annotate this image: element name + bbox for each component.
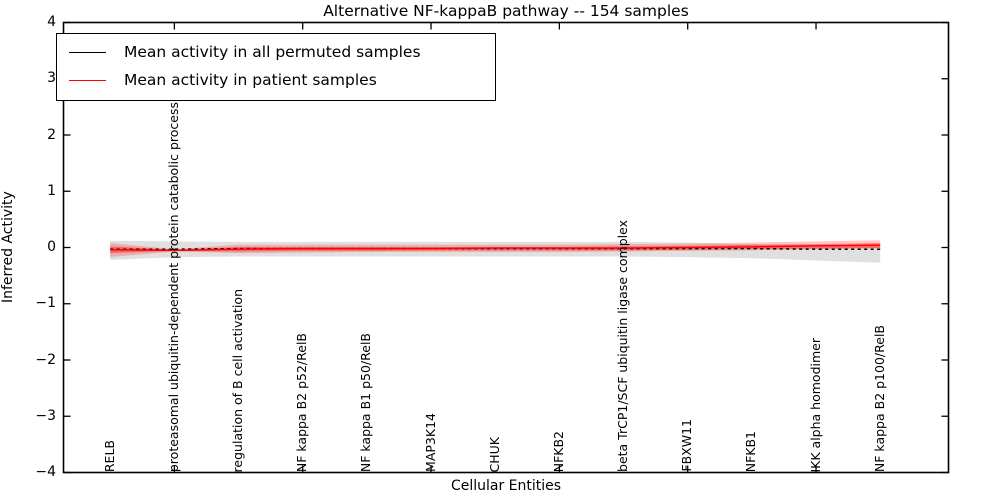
chart-title: Alternative NF-kappaB pathway -- 154 sam… — [323, 2, 689, 20]
legend-entry-label: Mean activity in all permuted samples — [124, 43, 421, 61]
legend-entry: Mean activity in all permuted samples — [69, 38, 495, 66]
y-tick-label: −4 — [35, 464, 56, 480]
x-category-label: CHUK — [486, 436, 502, 472]
series-line-patient — [110, 244, 881, 252]
x-category-label: proteasomal ubiquitin-dependent protein … — [165, 101, 181, 472]
x-category-label: NF kappa B1 p50/RelB — [358, 332, 374, 472]
y-tick-label: 2 — [47, 126, 56, 143]
x-category-label: regulation of B cell activation — [230, 288, 246, 472]
x-category-label: beta TrCP1/SCF ubiquitin ligase complex — [615, 220, 631, 472]
legend-entry-label: Mean activity in patient samples — [124, 71, 377, 89]
y-tick-label: −3 — [35, 407, 56, 424]
x-category-label: NF kappa B2 p100/RelB — [871, 324, 887, 472]
y-tick-label: −1 — [35, 295, 56, 312]
y-axis-label: Inferred Activity — [0, 191, 16, 304]
x-category-label: RELB — [101, 439, 117, 472]
legend-entry: Mean activity in patient samples — [69, 66, 495, 94]
legend-box: Mean activity in all permuted samples Me… — [56, 33, 496, 101]
y-tick-label: 0 — [47, 239, 56, 255]
band-permuted-samples-range — [110, 240, 881, 263]
x-category-label: NFKB2 — [550, 430, 566, 472]
y-tick-label: −2 — [35, 351, 56, 368]
y-tick-label: 3 — [47, 70, 56, 87]
x-category-label: MAP3K14 — [422, 413, 438, 472]
x-category-label: NFKB1 — [743, 430, 759, 472]
x-category-label: NF kappa B2 p52/RelB — [294, 332, 310, 472]
legend-permuted-line-swatch — [69, 51, 106, 53]
x-category-label: IKK alpha homodimer — [807, 337, 823, 473]
y-tick-label: 1 — [47, 182, 56, 199]
x-axis-label: Cellular Entities — [450, 478, 562, 494]
y-tick-label: 4 — [47, 14, 56, 30]
x-category-label: FBXW11 — [679, 419, 695, 472]
legend-patient-line-swatch — [69, 79, 106, 81]
